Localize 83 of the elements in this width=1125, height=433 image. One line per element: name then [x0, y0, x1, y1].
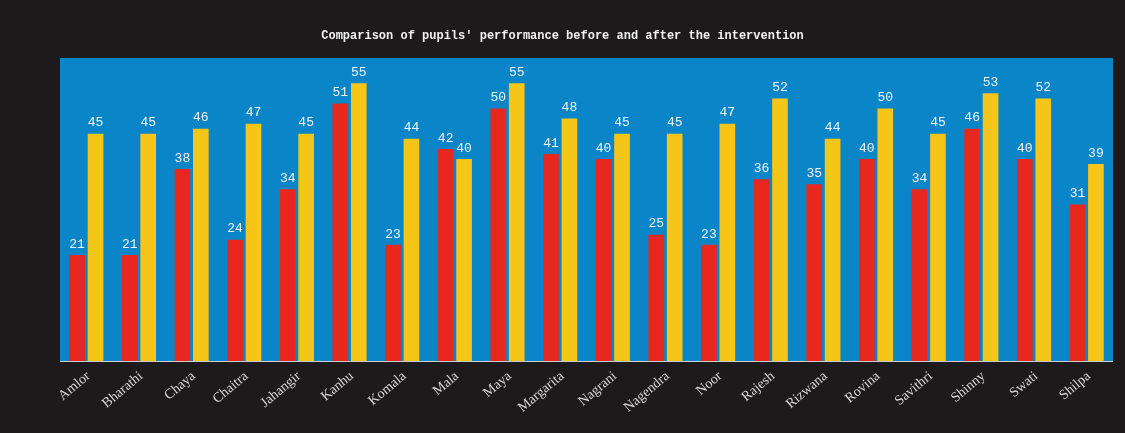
bar: [561, 118, 578, 361]
bar: [508, 83, 525, 361]
data-label: 45: [666, 115, 683, 131]
bar: [911, 189, 928, 361]
bar: [332, 103, 349, 361]
bar: [614, 133, 630, 361]
bar: [403, 138, 420, 361]
bar: [121, 254, 138, 361]
bar: [964, 128, 980, 361]
bar: [350, 83, 367, 361]
bar: [772, 98, 788, 361]
bar: [806, 184, 823, 361]
bar: [298, 133, 314, 361]
bar: [490, 108, 507, 361]
data-label: 55: [350, 64, 367, 80]
data-label: 24: [227, 221, 244, 237]
bar: [982, 93, 999, 361]
bar: [385, 244, 401, 361]
x-tick-label: Mala: [429, 367, 462, 398]
data-label: 40: [595, 140, 612, 156]
bar: [543, 153, 559, 361]
data-label: 21: [69, 236, 86, 252]
bar: [753, 179, 770, 361]
data-label: 46: [964, 110, 980, 126]
data-label: 41: [543, 135, 559, 151]
bar: [245, 123, 262, 361]
data-label: 23: [701, 226, 717, 242]
bar: [859, 159, 875, 361]
bar: [140, 133, 157, 361]
bar: [227, 239, 243, 361]
bar: [69, 254, 85, 361]
data-label: 50: [490, 90, 507, 106]
data-label: 36: [753, 160, 770, 176]
data-label: 38: [174, 150, 191, 166]
data-label: 53: [982, 75, 999, 90]
data-label: 31: [1069, 186, 1086, 202]
bar: [719, 123, 736, 361]
data-label: 21: [121, 236, 138, 252]
bar: [193, 128, 209, 361]
bar: [824, 138, 841, 361]
data-label: 40: [456, 140, 473, 156]
data-label: 35: [806, 165, 823, 181]
data-label: 40: [1017, 140, 1033, 156]
data-label: 46: [193, 110, 209, 126]
data-label: 40: [859, 140, 875, 156]
bar: [701, 244, 717, 361]
data-label: 45: [614, 115, 630, 131]
data-label: 34: [279, 170, 296, 186]
bar: [1088, 164, 1104, 361]
bar: [595, 159, 612, 361]
bar: [87, 133, 104, 361]
bar: [174, 169, 191, 361]
data-label: 34: [911, 170, 928, 186]
data-label: 47: [245, 105, 262, 121]
bar: [456, 159, 472, 361]
data-label: 25: [648, 216, 665, 232]
data-label: 52: [772, 80, 788, 96]
bar: [279, 189, 296, 361]
data-label: 55: [508, 64, 525, 80]
data-label: 45: [87, 115, 104, 131]
data-label: 39: [1088, 145, 1104, 161]
bar: [1016, 159, 1033, 361]
data-label: 44: [824, 120, 841, 136]
data-label: 45: [298, 115, 314, 131]
data-label: 50: [877, 90, 894, 106]
data-label: 44: [403, 120, 420, 136]
data-label: 48: [561, 100, 578, 116]
bar: [1035, 98, 1052, 361]
bar: [648, 234, 665, 361]
data-label: 23: [385, 226, 401, 242]
bar: [666, 133, 683, 361]
x-tick-label: Noor: [692, 367, 725, 398]
bar: [930, 133, 946, 361]
data-label: 51: [332, 85, 349, 101]
bar: [437, 148, 454, 361]
data-label: 45: [930, 115, 946, 131]
bar: [1069, 204, 1086, 361]
data-label: 42: [437, 130, 454, 146]
data-label: 52: [1035, 80, 1052, 96]
chart-title: Comparison of pupils' performance before and after the intervention: [321, 28, 804, 43]
bar: [877, 108, 894, 361]
data-label: 47: [719, 105, 736, 121]
data-label: 45: [140, 115, 156, 131]
